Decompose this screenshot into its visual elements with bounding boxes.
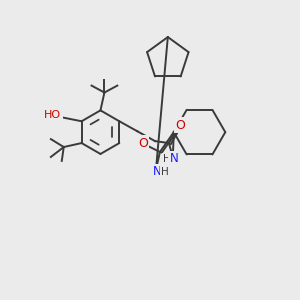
Text: O: O — [138, 136, 148, 150]
Text: N: N — [153, 165, 161, 178]
Text: H: H — [161, 167, 169, 177]
Text: H: H — [163, 154, 171, 164]
Text: N: N — [169, 152, 178, 165]
Text: HO: HO — [44, 110, 62, 120]
Text: O: O — [175, 119, 185, 132]
